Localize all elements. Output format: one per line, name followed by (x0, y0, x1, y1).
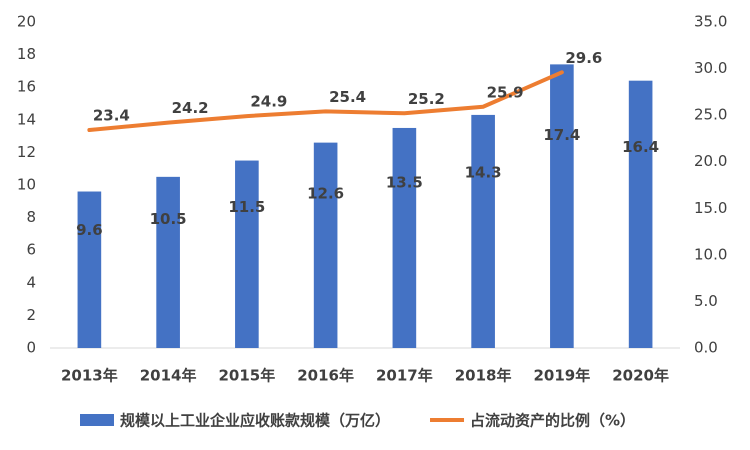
bar-label: 13.5 (386, 173, 423, 191)
x-tick-label: 2018年 (455, 367, 512, 385)
bar-label: 14.3 (465, 164, 502, 182)
bar (235, 160, 259, 348)
line-label: 25.2 (408, 90, 445, 108)
bar-label: 10.5 (150, 210, 187, 228)
y-tick-label: 16 (17, 78, 36, 96)
line-label: 25.9 (487, 83, 524, 101)
y-tick-label: 6 (26, 241, 36, 259)
line-label: 29.6 (565, 49, 602, 67)
y-tick-label: 4 (26, 273, 36, 291)
x-tick-label: 2020年 (612, 367, 669, 385)
legend-swatch (80, 414, 114, 426)
bar-label: 17.4 (543, 126, 580, 144)
y-tick-label: 8 (26, 208, 36, 226)
bar-label: 12.6 (307, 184, 344, 202)
legend-label: 占流动资产的比例（%） (470, 412, 635, 430)
bar (550, 64, 574, 348)
bar (628, 80, 653, 349)
bar (156, 176, 180, 348)
y2-tick-label: 20.0 (694, 152, 727, 170)
bar (392, 127, 417, 348)
y2-tick-label: 25.0 (694, 106, 727, 124)
bar-label: 11.5 (228, 198, 265, 216)
y-tick-label: 0 (26, 339, 36, 357)
y-tick-label: 10 (17, 176, 36, 194)
bar (313, 142, 338, 348)
line (87, 70, 564, 133)
line-label: 25.4 (329, 88, 366, 106)
x-tick-label: 2019年 (534, 367, 591, 385)
x-tick-label: 2014年 (140, 367, 197, 385)
x-tick-label: 2015年 (219, 367, 276, 385)
y2-tick-label: 35.0 (694, 13, 727, 31)
x-tick-label: 2016年 (297, 367, 354, 385)
y2-tick-label: 30.0 (694, 59, 727, 77)
bar (471, 114, 495, 348)
line-label: 24.9 (250, 93, 287, 111)
y2-tick-label: 5.0 (694, 292, 718, 310)
legend-label: 规模以上工业企业应收账款规模（万亿） (120, 412, 390, 430)
y-tick-label: 14 (17, 110, 36, 128)
bar-label: 16.4 (622, 138, 659, 156)
x-tick-label: 2013年 (61, 367, 118, 385)
bar (77, 191, 102, 348)
y-tick-label: 20 (17, 13, 36, 31)
y2-tick-label: 10.0 (694, 245, 727, 263)
bar-label: 9.6 (76, 221, 103, 239)
y2-tick-label: 0.0 (694, 339, 718, 357)
y-tick-label: 18 (17, 45, 36, 63)
y-tick-label: 2 (26, 306, 36, 324)
line-label: 23.4 (93, 107, 130, 125)
y-tick-label: 12 (17, 143, 36, 161)
y2-tick-label: 15.0 (694, 199, 727, 217)
line-label: 24.2 (172, 99, 209, 117)
x-tick-label: 2017年 (376, 367, 433, 385)
